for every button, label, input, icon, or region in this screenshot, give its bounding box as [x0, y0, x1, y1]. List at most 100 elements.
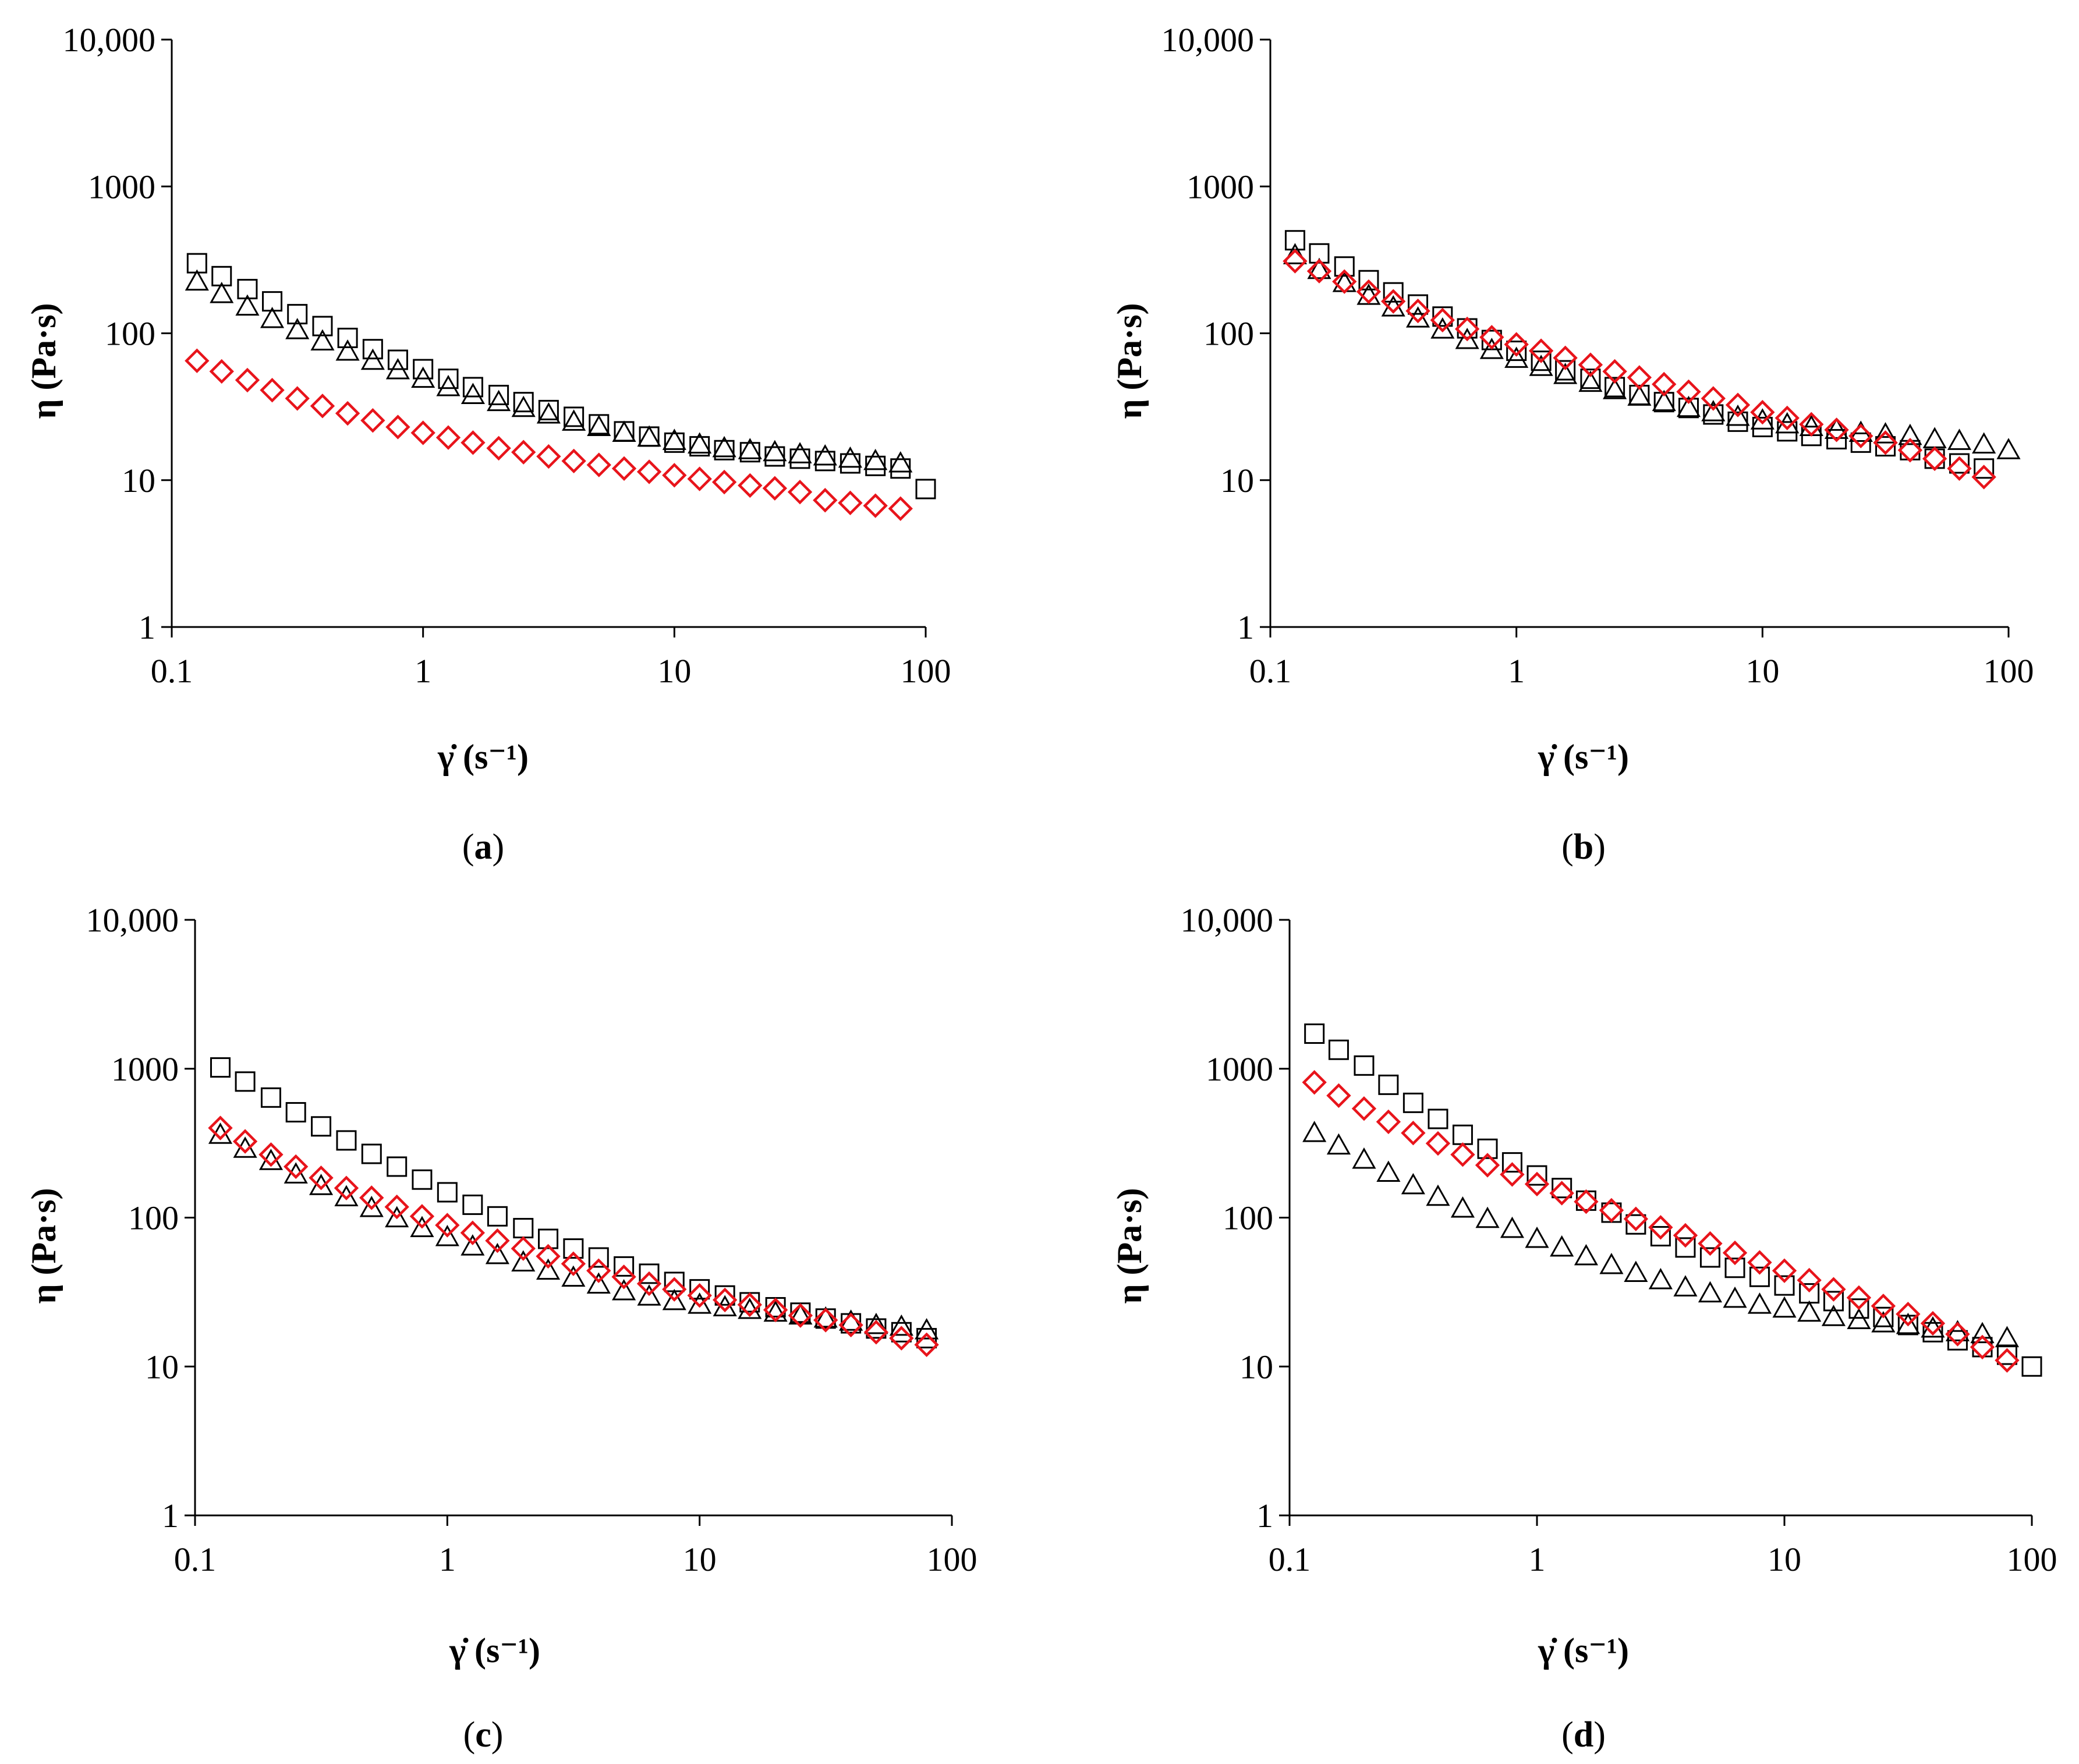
data-point-square: [1284, 230, 1305, 251]
x-tick-label: 100: [1984, 652, 2034, 690]
data-point-square: [462, 377, 483, 398]
data-point-diamond: [662, 1277, 687, 1302]
data-point-triangle: [1627, 384, 1652, 406]
data-point-square: [1974, 458, 1995, 479]
data-point-diamond: [285, 386, 310, 411]
data-point-square: [1873, 1306, 1894, 1327]
data-point-diamond: [711, 469, 737, 495]
data-point-diamond: [384, 1194, 409, 1220]
data-point-diamond: [889, 1326, 914, 1351]
data-point-triangle: [1947, 428, 1972, 450]
data-point-diamond: [687, 1283, 712, 1308]
data-point-square: [462, 1194, 483, 1215]
ylabel-d: η (Pa·s): [1110, 1188, 1149, 1303]
data-point-diamond: [636, 459, 662, 484]
data-point-diamond: [1821, 1277, 1846, 1302]
data-point-triangle: [511, 1250, 536, 1271]
panel-label-a: (a): [462, 827, 504, 867]
data-point-triangle: [713, 1295, 737, 1316]
data-point-diamond: [586, 1258, 611, 1283]
data-point-diamond: [359, 1185, 384, 1210]
data-point-diamond: [1553, 345, 1578, 370]
data-point-square: [362, 339, 383, 360]
data-point-square: [639, 426, 660, 447]
data-point-square: [739, 442, 760, 463]
data-point-diamond: [461, 430, 486, 455]
data-point-diamond: [1896, 1301, 1921, 1327]
data-point-diamond: [511, 440, 536, 465]
y-tick-label: 10,000: [63, 21, 156, 59]
data-point-triangle: [1673, 1275, 1698, 1297]
data-point-diamond: [1799, 412, 1824, 437]
data-point-triangle: [915, 1318, 939, 1340]
data-point-square: [413, 359, 434, 380]
data-point-diamond: [1701, 386, 1726, 411]
data-point-triangle: [1479, 338, 1504, 359]
data-point-triangle: [1455, 327, 1479, 349]
data-point-triangle: [813, 444, 837, 466]
data-point-square: [1650, 1225, 1671, 1246]
data-point-square: [1996, 1344, 2017, 1365]
data-point-square: [714, 440, 735, 461]
data-point-square: [865, 455, 886, 476]
data-point-square: [237, 279, 258, 300]
data-point-diamond: [1775, 405, 1800, 431]
y-tick-label: 100: [1203, 315, 1254, 353]
data-point-triangle: [233, 1136, 257, 1158]
data-point-triangle: [813, 1306, 838, 1328]
data-point-triangle: [1648, 1267, 1673, 1290]
data-point-triangle: [1945, 1320, 1970, 1341]
data-point-square: [336, 1130, 357, 1151]
xlabel-a: γ̇ (s⁻¹): [437, 738, 529, 776]
data-point-square: [262, 291, 283, 312]
data-point-diamond: [185, 348, 210, 373]
data-point-diamond: [1528, 338, 1554, 363]
data-point-square: [1402, 1092, 1423, 1113]
data-point-square: [1703, 404, 1724, 425]
data-point-diamond: [1873, 430, 1898, 455]
data-point-diamond: [1725, 392, 1751, 417]
data-point-square: [1774, 1275, 1795, 1296]
data-point-diamond: [611, 1264, 636, 1290]
x-tick-label: 0.1: [151, 652, 193, 690]
data-point-diamond: [1772, 1258, 1797, 1283]
data-point-diamond: [1306, 258, 1332, 284]
x-tick-label: 10: [1745, 652, 1779, 690]
data-point-square: [412, 1169, 433, 1190]
x-tick-label: 10: [1768, 1540, 1801, 1578]
data-point-diamond: [385, 415, 410, 440]
data-point-diamond: [1824, 417, 1849, 442]
data-point-diamond: [712, 1287, 738, 1313]
data-point-triangle: [360, 348, 385, 370]
data-point-square: [1527, 1165, 1547, 1186]
data-point-square: [1378, 1074, 1399, 1095]
data-point-square: [1675, 1237, 1696, 1258]
data-point-square: [513, 392, 534, 413]
data-point-diamond: [586, 452, 611, 477]
data-point-triangle: [1430, 317, 1455, 339]
data-point-square: [891, 1322, 912, 1343]
data-point-diamond: [1920, 1310, 1946, 1336]
data-point-triangle: [410, 1216, 434, 1238]
data-point-triangle: [1426, 1184, 1450, 1206]
y-tick-label: 1000: [88, 168, 155, 206]
data-point-diamond: [762, 476, 788, 501]
data-point-triangle: [864, 1312, 888, 1334]
data-point-triangle: [1307, 257, 1331, 279]
data-point-diamond: [1871, 1294, 1896, 1319]
data-point-triangle: [1676, 395, 1701, 417]
y-tick-label: 1000: [1187, 168, 1254, 206]
plot-d-axes: 1 10 100 1000 10,000 0.1 1 10 100: [1181, 901, 2057, 1578]
data-point-triangle: [1574, 1244, 1598, 1266]
data-point-diamond: [611, 456, 637, 481]
data-point-square: [1432, 306, 1453, 327]
y-tick-label: 10,000: [1161, 21, 1255, 59]
data-point-diamond: [1524, 1171, 1550, 1197]
data-point-triangle: [888, 451, 913, 473]
data-point-triangle: [1995, 1326, 2019, 1348]
data-point-triangle: [1553, 363, 1578, 384]
data-point-triangle: [1475, 1206, 1500, 1228]
data-point-diamond: [485, 1228, 510, 1253]
data-point-square: [1506, 341, 1527, 362]
data-point-square: [1580, 369, 1601, 389]
